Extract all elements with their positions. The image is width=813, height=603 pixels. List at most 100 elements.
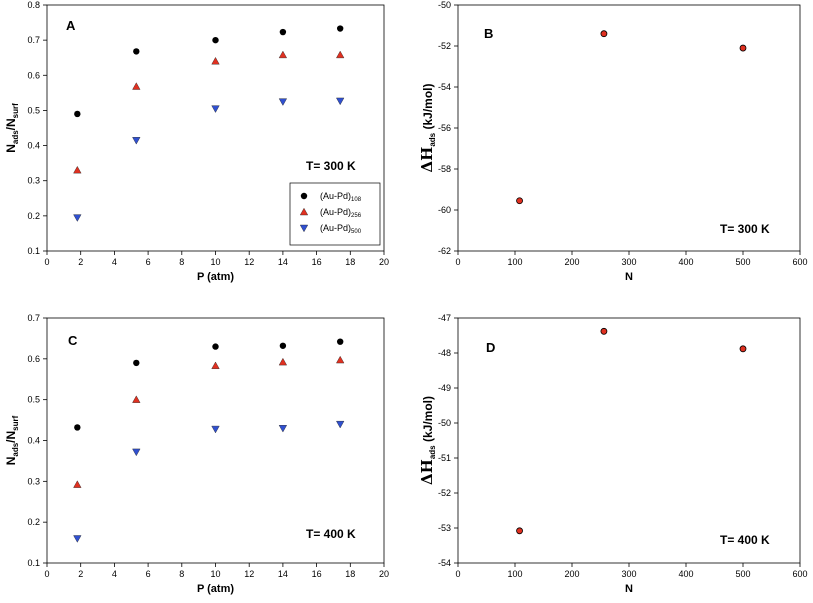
data-point (279, 342, 287, 349)
data-point (279, 28, 287, 36)
temperature-annotation: T= 400 K (720, 533, 770, 547)
panel-letter: A (66, 18, 76, 33)
y-axis-label: Nads/Nsurf (4, 415, 20, 465)
panel-letter: B (484, 26, 493, 41)
panel-d: 0 100 200 300 400 500 600 -54 -53 -52 -51 -50 -49 -48… (418, 313, 808, 595)
y-tick-label: 0.2 (27, 211, 40, 221)
x-tick-label: 2 (78, 257, 83, 267)
x-tick-label: 12 (244, 569, 254, 579)
data-point (132, 395, 141, 403)
x-tick-label: 20 (379, 257, 389, 267)
data-point (336, 50, 345, 59)
plot-frame (457, 317, 801, 564)
x-tick-label: 0 (44, 569, 49, 579)
panel-a: 0 2 4 6 8 10 12 14 16 18 20 0.1 0.2 0.3 0.4 0.5 0.6 0.7 0.… (4, 0, 389, 283)
legend-entry: (Au-Pd)108 (320, 191, 362, 203)
data-point (132, 82, 141, 90)
x-tick-label: 0 (455, 569, 460, 579)
x-axis-label: N (625, 271, 633, 283)
y-tick-label: 0.6 (27, 354, 40, 364)
legend-entry: (Au-Pd)500 (320, 223, 362, 235)
x-tick-label: 4 (112, 569, 117, 579)
data-point (133, 359, 140, 367)
y-tick-label: -58 (438, 164, 451, 174)
data-point (132, 137, 141, 145)
temperature-annotation: T= 300 K (720, 222, 770, 236)
x-tick-label: 600 (792, 569, 807, 579)
plot-frame (457, 4, 801, 252)
y-tick-label: 0.6 (27, 70, 40, 80)
y-tick-label: 0.7 (27, 313, 40, 323)
data-point (211, 57, 220, 65)
data-point (336, 355, 345, 364)
x-tick-label: 16 (312, 569, 322, 579)
y-tick-label: -52 (438, 488, 451, 498)
y-tick-label: 0.7 (27, 35, 40, 45)
y-tick-label: -53 (438, 523, 451, 533)
y-axis-label: Nads/Nsurf (4, 103, 20, 153)
x-axis-label: P (atm) (197, 271, 234, 283)
y-tick-label: -49 (438, 383, 451, 393)
x-tick-label: 400 (678, 257, 693, 267)
y-tick-label: 0.1 (27, 558, 40, 568)
x-tick-label: 12 (244, 257, 254, 267)
legend-marker (299, 207, 309, 216)
panel-letter: C (68, 333, 78, 348)
data-point (739, 44, 747, 52)
x-tick-label: 10 (210, 569, 220, 579)
y-tick-label: -47 (438, 313, 451, 323)
x-tick-label: 0 (44, 257, 49, 267)
data-point (73, 214, 82, 222)
data-point (73, 480, 82, 488)
y-tick-label: -50 (438, 0, 451, 10)
data-point (278, 98, 288, 106)
y-tick-label: -50 (438, 418, 451, 428)
x-axis-label: N (625, 583, 633, 595)
x-tick-label: 8 (179, 257, 184, 267)
y-tick-label: 0.4 (27, 141, 40, 151)
x-tick-label: 20 (379, 569, 389, 579)
x-tick-label: 300 (621, 257, 636, 267)
x-tick-label: 18 (345, 257, 355, 267)
panel-b: 0 100 200 300 400 500 600 -62 -60 -58 -56 -54 -52 -50… (418, 0, 808, 283)
panel-letter: D (486, 340, 495, 355)
y-tick-label: -56 (438, 123, 451, 133)
data-point (516, 527, 523, 535)
y-tick-label: 0.8 (27, 0, 40, 10)
data-point (212, 343, 219, 350)
x-tick-label: 500 (735, 257, 750, 267)
x-tick-label: 18 (345, 569, 355, 579)
data-point (133, 48, 140, 55)
y-tick-label: 0.2 (27, 517, 40, 527)
data-point (278, 50, 288, 59)
data-point (516, 197, 523, 205)
x-tick-label: 16 (312, 257, 322, 267)
data-point (211, 361, 220, 369)
legend-marker (299, 224, 309, 233)
legend: (Au-Pd)108 (Au-Pd)256 (Au-Pd)500 (289, 182, 381, 246)
y-tick-label: 0.4 (27, 436, 40, 446)
x-tick-label: 8 (179, 569, 184, 579)
data-point (132, 448, 141, 457)
temperature-annotation: T= 300 K (306, 159, 356, 173)
data-point (278, 357, 288, 366)
x-tick-label: 100 (507, 569, 522, 579)
y-tick-label: 0.3 (27, 476, 40, 486)
temperature-annotation: T= 400 K (306, 527, 356, 541)
x-axis-label: P (atm) (197, 583, 234, 595)
data-point (600, 30, 608, 38)
y-tick-label: -48 (438, 348, 451, 358)
y-tick-label: -62 (438, 246, 451, 256)
legend-marker (300, 192, 308, 200)
y-tick-label: 0.5 (27, 395, 40, 405)
data-point (74, 424, 81, 431)
x-tick-label: 500 (735, 569, 750, 579)
x-tick-label: 6 (146, 569, 151, 579)
data-point (73, 165, 82, 174)
y-tick-label: 0.3 (27, 176, 40, 186)
y-tick-label: -60 (438, 205, 451, 215)
x-tick-label: 6 (146, 257, 151, 267)
data-point (211, 105, 220, 113)
panel-c: 0 2 4 6 8 10 12 14 16 18 20 0.1 0.2 0.3 0.4 0.5 0.6 0.7 P … (4, 313, 389, 595)
